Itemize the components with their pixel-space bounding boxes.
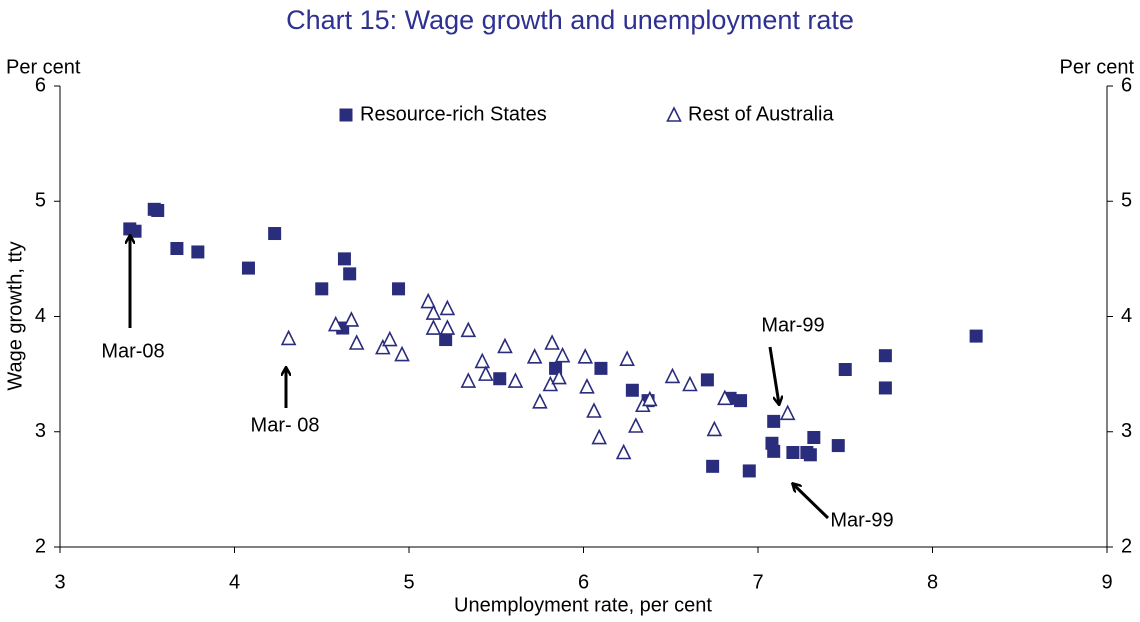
point xyxy=(394,345,410,362)
x-tick-label: 5 xyxy=(403,571,414,593)
y-tick-label: 2 xyxy=(35,535,46,557)
point xyxy=(439,333,453,347)
point xyxy=(807,431,821,445)
point xyxy=(315,282,329,296)
point xyxy=(327,315,344,332)
point xyxy=(734,394,748,408)
point xyxy=(700,373,714,387)
annotation: Mar-99 xyxy=(761,314,824,336)
annotation: Mar-08 xyxy=(101,340,164,362)
point xyxy=(348,334,365,350)
point xyxy=(191,245,205,259)
point xyxy=(838,363,852,377)
point xyxy=(742,464,756,478)
point xyxy=(767,444,781,458)
point xyxy=(706,459,720,473)
y2-tick-label: 5 xyxy=(1121,190,1132,212)
point xyxy=(460,372,477,388)
x-tick-label: 4 xyxy=(229,571,240,593)
y2-tick-label: 6 xyxy=(1121,74,1132,96)
point xyxy=(577,348,594,364)
point xyxy=(579,378,595,394)
point xyxy=(532,392,548,409)
x-tick-label: 9 xyxy=(1101,571,1112,593)
point xyxy=(477,365,494,381)
y-tick-label: 3 xyxy=(35,420,46,442)
point xyxy=(241,261,255,275)
point xyxy=(664,367,681,384)
y2-unit: Per cent xyxy=(1060,56,1135,78)
point xyxy=(474,352,491,369)
y-unit: Per cent xyxy=(6,56,81,78)
y-tick-label: 5 xyxy=(35,190,46,212)
point xyxy=(382,330,398,347)
point xyxy=(878,349,892,363)
point xyxy=(619,350,635,366)
point xyxy=(343,311,360,327)
point xyxy=(682,375,698,392)
x-tick-label: 8 xyxy=(927,571,938,593)
point xyxy=(717,389,733,406)
annotation: Mar- 08 xyxy=(251,414,320,436)
point xyxy=(343,267,357,281)
point xyxy=(375,338,391,355)
annotation: Mar-99 xyxy=(830,509,893,531)
annotation-arrow xyxy=(793,484,830,520)
x-tick-label: 6 xyxy=(578,571,589,593)
point xyxy=(642,390,658,407)
point xyxy=(878,381,892,395)
x-axis-label: Unemployment rate, per cent xyxy=(454,594,712,616)
point xyxy=(460,321,477,338)
point xyxy=(128,224,142,238)
legend-marker xyxy=(339,108,353,122)
point xyxy=(554,346,571,363)
legend-label: Rest of Australia xyxy=(688,103,835,125)
annotation-arrow xyxy=(768,346,779,404)
point xyxy=(628,417,644,433)
point xyxy=(151,203,165,217)
point xyxy=(594,361,608,375)
point xyxy=(779,404,796,421)
chart-title: Chart 15: Wage growth and unemployment r… xyxy=(286,5,854,35)
legend-label: Resource-rich States xyxy=(360,103,547,125)
point xyxy=(706,420,723,437)
point xyxy=(586,402,602,418)
point xyxy=(337,252,351,266)
point xyxy=(170,242,184,256)
point xyxy=(544,334,560,350)
y-tick-label: 6 xyxy=(35,74,46,96)
point xyxy=(831,439,845,453)
point xyxy=(439,299,456,316)
x-tick-label: 3 xyxy=(54,571,65,593)
point xyxy=(439,319,456,335)
point xyxy=(280,329,297,346)
y2-tick-label: 4 xyxy=(1121,305,1132,327)
point xyxy=(392,282,406,296)
y2-tick-label: 3 xyxy=(1121,420,1132,442)
point xyxy=(551,368,567,385)
point xyxy=(625,383,639,397)
point xyxy=(493,372,507,386)
y-axis-label: Wage growth, tty xyxy=(4,241,26,390)
x-tick-label: 7 xyxy=(752,571,763,593)
point xyxy=(786,445,800,459)
y-tick-label: 4 xyxy=(35,305,46,327)
point xyxy=(615,443,632,460)
point xyxy=(425,304,442,320)
point xyxy=(425,319,442,335)
point xyxy=(803,448,817,462)
point xyxy=(969,329,983,343)
point xyxy=(767,414,781,428)
point xyxy=(420,292,436,309)
point xyxy=(497,337,513,354)
legend-marker xyxy=(666,106,682,122)
point xyxy=(526,348,543,364)
y2-tick-label: 2 xyxy=(1121,535,1132,557)
point xyxy=(268,227,282,241)
point xyxy=(591,428,607,445)
point xyxy=(507,372,524,388)
